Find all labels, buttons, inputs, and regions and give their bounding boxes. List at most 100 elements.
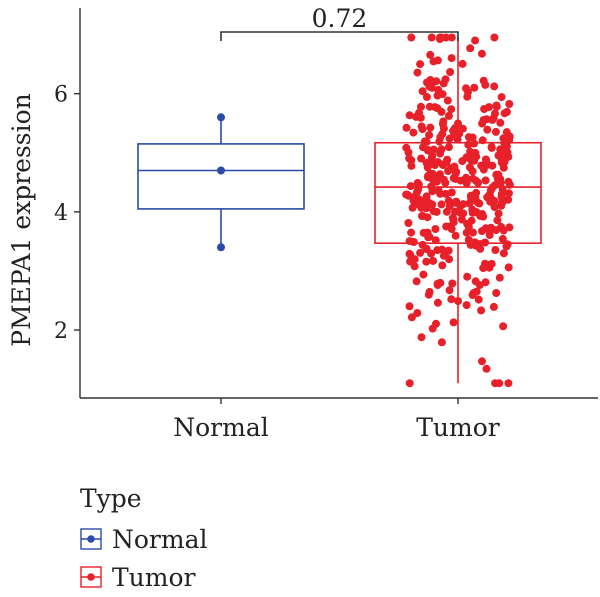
data-point <box>482 364 491 373</box>
data-point <box>407 161 416 170</box>
data-point <box>465 163 474 172</box>
data-point <box>449 318 458 327</box>
y-tick-label: 6 <box>54 83 68 108</box>
data-point <box>424 171 433 180</box>
data-point <box>470 83 479 92</box>
data-point <box>462 301 471 310</box>
data-point <box>451 231 460 240</box>
data-point <box>497 201 506 210</box>
data-point <box>476 211 485 220</box>
data-point <box>492 226 500 235</box>
data-point <box>458 124 467 133</box>
data-point <box>407 33 416 42</box>
data-point <box>472 188 481 197</box>
data-point <box>491 109 499 118</box>
data-point <box>463 153 472 162</box>
data-point <box>405 237 414 246</box>
points-normal <box>217 113 225 252</box>
x-tick-label: Tumor <box>416 413 500 442</box>
data-point <box>478 136 487 145</box>
legend-item-normal: Normal <box>80 525 207 554</box>
data-point <box>492 289 501 297</box>
data-point <box>438 130 447 139</box>
data-point <box>416 60 425 69</box>
box-iqr <box>137 143 305 210</box>
data-point <box>405 111 414 120</box>
data-point <box>495 273 504 282</box>
data-point <box>504 189 513 198</box>
legend-item-label: Normal <box>112 525 207 554</box>
data-point <box>402 190 411 199</box>
data-point <box>476 244 485 253</box>
data-point <box>491 127 500 136</box>
data-point <box>433 246 442 255</box>
data-point <box>500 139 509 148</box>
data-point <box>488 183 497 192</box>
data-point <box>491 379 500 388</box>
data-point <box>419 270 428 279</box>
data-point <box>425 131 434 140</box>
data-point <box>405 302 414 311</box>
data-point <box>471 277 480 286</box>
data-point <box>429 207 438 216</box>
data-point <box>413 68 422 77</box>
data-point <box>437 200 446 209</box>
points-tumor <box>402 33 514 388</box>
data-point <box>423 213 432 222</box>
data-point <box>416 248 425 257</box>
data-point <box>434 186 443 195</box>
data-point <box>469 207 478 216</box>
data-point <box>466 44 475 53</box>
data-point <box>454 297 462 306</box>
data-point <box>502 107 511 116</box>
data-point <box>412 112 420 121</box>
data-point <box>485 231 494 239</box>
data-point <box>425 287 434 296</box>
data-point <box>487 143 496 152</box>
p-value-label: 0.72 <box>312 4 368 33</box>
data-point <box>404 148 413 157</box>
data-point <box>505 180 514 189</box>
data-point <box>477 306 486 315</box>
data-point <box>444 196 453 205</box>
data-point <box>490 33 499 42</box>
data-point <box>418 87 427 96</box>
data-point <box>426 76 435 84</box>
y-tick-label: 2 <box>54 319 68 344</box>
data-point <box>444 111 453 120</box>
data-point <box>451 169 460 177</box>
data-point <box>426 123 435 132</box>
legend-item-tumor: Tumor <box>80 563 196 592</box>
data-point <box>462 84 470 93</box>
legend-key-dot <box>87 573 95 581</box>
data-point <box>428 159 437 168</box>
data-point <box>463 92 472 101</box>
data-point <box>406 182 415 191</box>
data-point <box>425 82 434 91</box>
data-point <box>468 133 477 142</box>
data-point <box>490 203 499 211</box>
data-point <box>433 56 442 65</box>
data-point <box>464 140 473 149</box>
legend-key-dot <box>87 535 95 543</box>
data-point <box>497 93 506 102</box>
data-point <box>502 128 511 137</box>
data-point <box>442 158 451 167</box>
data-point <box>438 261 447 270</box>
data-point <box>463 219 472 228</box>
box-iqr <box>374 141 542 244</box>
data-point <box>481 80 490 89</box>
data-point <box>489 302 498 311</box>
data-point <box>468 228 477 237</box>
data-point <box>477 49 486 58</box>
data-point <box>499 322 508 331</box>
data-point <box>474 178 483 187</box>
data-point <box>410 197 419 206</box>
comparison-bracket <box>220 31 459 41</box>
box-normal <box>137 117 305 248</box>
data-point <box>446 68 455 76</box>
data-point <box>447 54 456 63</box>
data-point <box>431 225 440 233</box>
data-point <box>441 249 450 258</box>
data-point <box>407 228 416 237</box>
